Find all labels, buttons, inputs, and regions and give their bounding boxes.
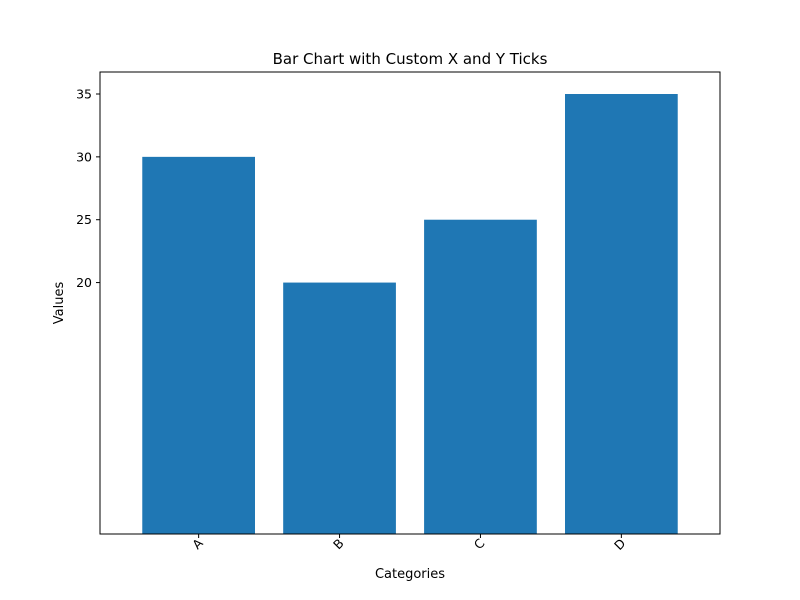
x-axis-label: Categories [375, 567, 445, 582]
bar-d [565, 94, 678, 534]
bars-group [142, 94, 678, 534]
chart-title: Bar Chart with Custom X and Y Ticks [273, 50, 548, 68]
y-axis-label: Values [52, 282, 67, 325]
y-axis-ticks: 20 25 30 35 [76, 87, 100, 290]
y-tick-label: 20 [76, 275, 92, 290]
bar-c [424, 219, 537, 534]
y-tick-label: 35 [76, 87, 92, 102]
y-tick-label: 25 [76, 212, 92, 227]
bar-b [283, 282, 396, 534]
y-tick-label: 30 [76, 149, 92, 164]
plot-area-frame [99, 71, 721, 535]
bar-a [142, 156, 255, 534]
